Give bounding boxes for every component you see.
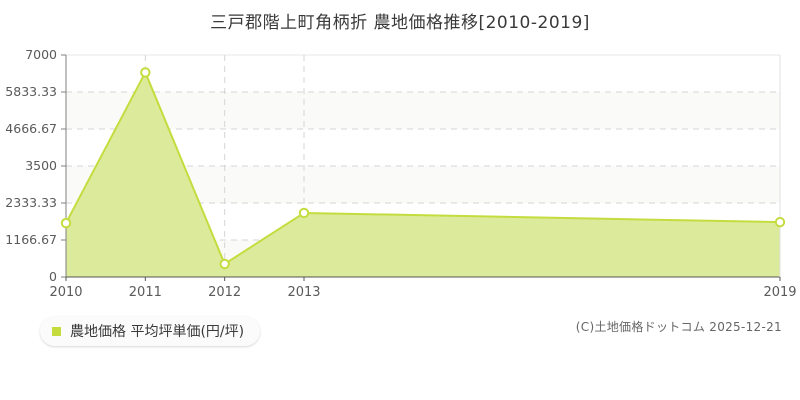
legend-swatch-icon: [52, 326, 61, 336]
x-tick-label: 2013: [287, 285, 320, 300]
y-tick-label: 0: [49, 269, 57, 284]
y-tick-label: 3500: [25, 158, 57, 173]
data-point-marker: [60, 217, 72, 229]
y-tick-label: 7000: [25, 47, 57, 62]
axis-ticks: [61, 54, 781, 281]
data-point-marker: [774, 216, 786, 228]
data-point-marker: [140, 67, 151, 78]
y-tick-label: 1166.67: [5, 232, 57, 247]
y-tick-label: 5833.33: [5, 84, 57, 99]
y-axis-tick-labels: 0 1166.67 2333.33 3500 4666.67 5833.33 7000: [5, 47, 57, 284]
chart-legend[interactable]: 農地価格 平均坪単価(円/坪): [40, 316, 261, 346]
x-axis-tick-labels: 2010 2011 2012 2013 2019: [49, 285, 796, 300]
data-point-marker: [298, 207, 310, 219]
x-tick-label: 2012: [208, 285, 241, 300]
data-point-markers: [60, 67, 786, 270]
chart-title: 三戸郡階上町角柄折 農地価格推移[2010-2019]: [210, 13, 590, 33]
y-tick-label: 4666.67: [5, 121, 57, 136]
y-tick-label: 2333.33: [5, 195, 57, 210]
data-point-marker: [219, 258, 230, 270]
legend-label: 農地価格 平均坪単価(円/坪): [70, 324, 245, 340]
x-tick-label: 2019: [763, 285, 796, 300]
x-tick-label: 2010: [49, 285, 82, 300]
x-tick-label: 2011: [129, 285, 162, 300]
copyright-credit: (C)土地価格ドットコム 2025-12-21: [575, 320, 782, 334]
